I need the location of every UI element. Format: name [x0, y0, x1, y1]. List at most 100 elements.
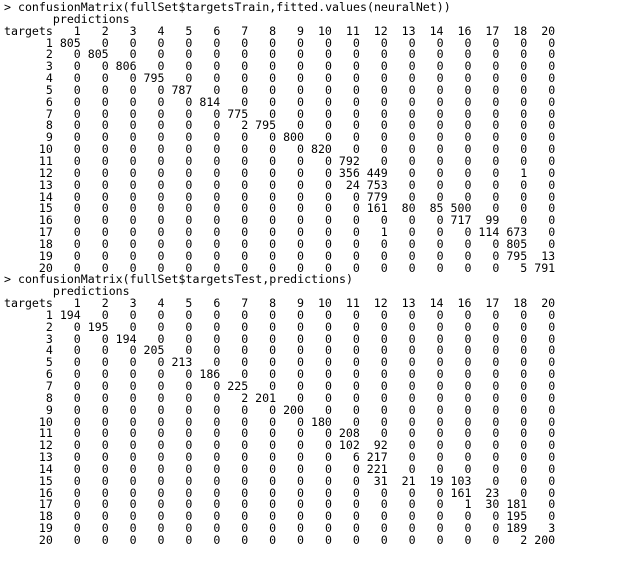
cell-value: 0: [352, 260, 360, 275]
cell-value: 0: [297, 260, 305, 275]
cell-value: 0: [185, 177, 193, 192]
cell-value: 0: [241, 343, 249, 358]
cell-value: 0: [213, 248, 221, 263]
cell-value: 0: [129, 94, 137, 109]
row-label: 20: [38, 532, 53, 547]
cell-value: 0: [548, 473, 556, 488]
column-label: 8: [269, 23, 277, 38]
cell-value: 0: [297, 177, 305, 192]
cell-value: 0: [213, 414, 221, 429]
cell-value: 3: [548, 521, 556, 536]
cell-value: 0: [380, 426, 388, 441]
row-label: 7: [45, 379, 53, 393]
cell-value: 0: [185, 248, 193, 263]
cell-value: 194: [115, 331, 137, 346]
cell-value: 0: [324, 402, 332, 417]
row-label: 19: [38, 248, 53, 263]
cell-value: 0: [352, 390, 360, 405]
cell-value: 0: [380, 307, 388, 322]
cell-value: 0: [213, 260, 221, 275]
cell-value: 0: [157, 213, 165, 228]
cell-value: 0: [101, 142, 109, 157]
cell-value: 0: [185, 94, 193, 109]
cell-value: 0: [241, 142, 249, 157]
cell-value: 0: [408, 461, 416, 476]
cell-value: 0: [213, 319, 221, 334]
cell-value: 717: [450, 213, 472, 228]
cell-value: 0: [436, 248, 444, 263]
cell-value: 0: [436, 82, 444, 97]
cell-value: 0: [520, 438, 528, 453]
matrix-row: 11 0 0 0 0 0 0 0 0 0 0 792 0 0 0 0 0 0 0: [4, 153, 618, 168]
cell-value: 0: [213, 438, 221, 453]
cell-value: 0: [464, 82, 472, 97]
cell-value: 779: [366, 189, 388, 204]
matrix-row: 1 805 0 0 0 0 0 0 0 0 0 0 0 0 0 0 0 0 0: [4, 37, 618, 50]
cell-value: 0: [492, 450, 500, 465]
cell-value: 0: [380, 82, 388, 97]
cell-value: 0: [380, 414, 388, 429]
cell-value: 0: [408, 213, 416, 228]
cell-value: 0: [157, 201, 165, 216]
cell-value: 0: [408, 165, 416, 180]
cell-value: 0: [101, 379, 109, 393]
cell-value: 0: [185, 153, 193, 168]
cell-value: 0: [157, 153, 165, 168]
cell-value: 2: [520, 532, 528, 547]
cell-value: 0: [129, 248, 137, 263]
cell-value: 0: [101, 225, 109, 240]
cell-value: 208: [338, 426, 360, 441]
cell-value: 0: [436, 142, 444, 157]
cell-value: 0: [492, 94, 500, 109]
row-header: targets: [4, 296, 53, 311]
cell-value: 221: [366, 461, 388, 476]
cell-value: 0: [157, 189, 165, 204]
cell-value: 0: [492, 47, 500, 62]
cell-value: 0: [408, 47, 416, 62]
cell-value: 0: [520, 485, 528, 500]
cell-value: 0: [297, 367, 305, 382]
cell-value: 0: [380, 142, 388, 157]
cell-value: 0: [241, 509, 249, 524]
cell-value: 0: [73, 71, 81, 86]
column-label: 5: [185, 23, 193, 38]
column-label: 16: [457, 23, 472, 38]
cell-value: 0: [73, 59, 81, 74]
cell-value: 0: [464, 390, 472, 405]
cell-value: 0: [73, 426, 81, 441]
cell-value: 0: [352, 509, 360, 524]
column-label: 10: [317, 23, 332, 38]
cell-value: 0: [520, 473, 528, 488]
cell-value: 0: [213, 461, 221, 476]
column-label: 6: [213, 296, 221, 311]
cell-value: 114: [478, 225, 500, 240]
cell-value: 0: [548, 118, 556, 133]
cell-value: 0: [436, 390, 444, 405]
cell-value: 0: [352, 319, 360, 334]
cell-value: 0: [324, 260, 332, 275]
cell-value: 205: [143, 343, 165, 358]
cell-value: 0: [436, 71, 444, 86]
cell-value: 0: [548, 59, 556, 74]
cell-value: 0: [129, 82, 137, 97]
matrix-row: 14 0 0 0 0 0 0 0 0 0 0 0 221 0 0 0 0 0 0: [4, 461, 618, 476]
cell-value: 181: [506, 497, 528, 512]
cell-value: 0: [464, 177, 472, 192]
cell-value: 0: [436, 236, 444, 251]
cell-value: 195: [506, 509, 528, 524]
cell-value: 0: [464, 426, 472, 441]
cell-value: 0: [241, 201, 249, 216]
cell-value: 0: [436, 509, 444, 524]
cell-value: 0: [269, 367, 277, 382]
cell-value: 0: [324, 201, 332, 216]
cell-value: 0: [269, 379, 277, 393]
cell-value: 0: [352, 71, 360, 86]
cell-value: 0: [269, 438, 277, 453]
cell-value: 0: [297, 473, 305, 488]
cell-value: 0: [408, 450, 416, 465]
cell-value: 0: [129, 367, 137, 382]
cell-value: 0: [352, 343, 360, 358]
cell-value: 0: [129, 343, 137, 358]
cell-value: 0: [408, 438, 416, 453]
cell-value: 0: [436, 94, 444, 109]
